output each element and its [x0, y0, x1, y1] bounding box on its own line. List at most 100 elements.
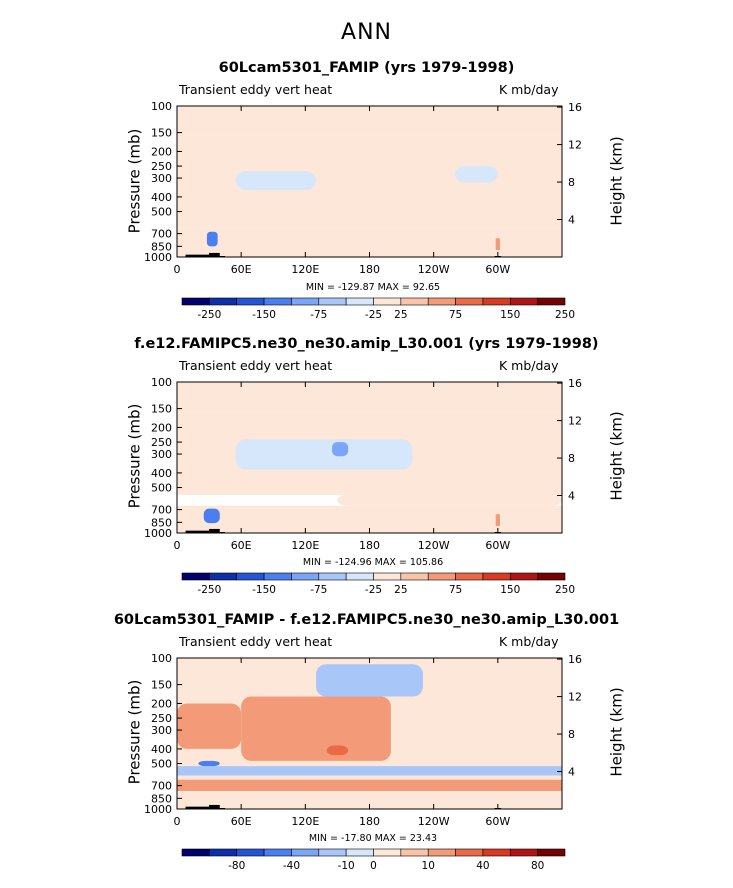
colorbar-box — [345, 848, 374, 857]
colorbar-box — [400, 297, 429, 306]
colorbar-box — [455, 848, 484, 857]
colorbar-box — [482, 848, 511, 857]
topography — [209, 804, 220, 809]
panel-subtitle-right: K mb/day — [499, 634, 559, 649]
y-tick-label: 850 — [151, 792, 172, 805]
colorbar-label: 75 — [449, 309, 462, 321]
contour-region — [177, 382, 562, 413]
colorbar-box — [509, 572, 538, 581]
x-tick-label: 120E — [291, 539, 319, 552]
y2-tick-label: 16 — [568, 377, 582, 390]
y-tick-label: 400 — [151, 467, 172, 480]
colorbar-box — [263, 297, 292, 306]
y-tick-label: 400 — [151, 191, 172, 204]
colorbar-box — [181, 297, 210, 306]
colorbar-box — [373, 572, 402, 581]
colorbar-box — [236, 297, 265, 306]
contour-region — [235, 439, 413, 470]
x-tick-label: 0 — [174, 263, 181, 276]
x-tick-label: 180 — [359, 263, 380, 276]
colorbar-box — [427, 848, 456, 857]
colorbar-box — [318, 848, 347, 857]
contour-region — [241, 696, 391, 761]
contour-region — [198, 760, 220, 767]
x-tick-label: 60E — [231, 815, 252, 828]
y2-tick-label: 4 — [568, 214, 575, 227]
x-tick-label: 120W — [418, 539, 450, 552]
colorbar-label: 250 — [555, 309, 575, 321]
y-tick-label: 850 — [151, 516, 172, 529]
panel-title: f.e12.FAMIPC5.ne30_ne30.amip_L30.001 (yr… — [134, 336, 599, 352]
y2-tick-label: 8 — [568, 176, 575, 189]
colorbar-label: -150 — [252, 309, 276, 321]
contour-region — [203, 508, 220, 524]
colorbar-label: -80 — [228, 860, 245, 872]
y-tick-label: 150 — [151, 403, 172, 416]
y-tick-label: 200 — [151, 421, 172, 434]
x-tick-label: 120E — [291, 263, 319, 276]
panel-title: 60Lcam5301_FAMIP (yrs 1979-1998) — [218, 60, 515, 76]
colorbar-box — [318, 572, 347, 581]
colorbar-label: 150 — [500, 584, 520, 596]
colorbar-label: 150 — [500, 309, 520, 321]
panel-subtitle-left: Transient eddy vert heat — [179, 634, 333, 649]
y-tick-label: 850 — [151, 240, 172, 253]
x-tick-label: 180 — [359, 539, 380, 552]
y2-tick-label: 12 — [568, 139, 582, 152]
y-tick-label: 200 — [151, 697, 172, 710]
y-tick-label: 150 — [151, 127, 172, 140]
x-tick-label: 120E — [291, 815, 319, 828]
contour-region — [495, 238, 500, 251]
y-tick-label: 700 — [151, 504, 172, 517]
y2-tick-label: 12 — [568, 691, 582, 704]
y-tick-label: 700 — [151, 780, 172, 793]
colorbar-box — [482, 572, 511, 581]
x-tick-label: 120W — [418, 815, 450, 828]
colorbar-label: 0 — [370, 860, 377, 872]
y-tick-label: 100 — [151, 652, 172, 665]
colorbar-box — [400, 572, 429, 581]
colorbar-box — [209, 848, 238, 857]
contour-region — [177, 779, 562, 792]
y-tick-label: 400 — [151, 743, 172, 756]
y-tick-label: 1000 — [144, 527, 172, 540]
y-tick-label: 250 — [151, 436, 172, 449]
y2-tick-label: 4 — [568, 490, 575, 503]
colorbar-label: 40 — [476, 860, 489, 872]
panel-subtitle-left: Transient eddy vert heat — [179, 358, 333, 373]
contour-region — [337, 494, 562, 506]
colorbar-box — [455, 572, 484, 581]
y-tick-label: 300 — [151, 448, 172, 461]
x-tick-label: 60E — [231, 539, 252, 552]
panel-title: 60Lcam5301_FAMIP - f.e12.FAMIPC5.ne30_ne… — [113, 612, 620, 628]
colorbar-box — [345, 297, 374, 306]
y-tick-label: 500 — [151, 206, 172, 219]
y2-tick-label: 8 — [568, 728, 575, 741]
contour-region — [235, 171, 317, 191]
colorbar-label: -25 — [365, 309, 382, 321]
y-tick-label: 1000 — [144, 803, 172, 816]
colorbar-label: -75 — [310, 309, 327, 321]
x-tick-label: 60E — [231, 263, 252, 276]
colorbar-label: 25 — [394, 309, 407, 321]
x-tick-label: 60W — [485, 263, 510, 276]
panel-subtitle-right: K mb/day — [499, 358, 559, 373]
x-tick-label: 0 — [174, 815, 181, 828]
contour-region — [495, 514, 500, 527]
colorbar-label: 75 — [449, 584, 462, 596]
colorbar-label: -25 — [365, 584, 382, 596]
contour-region — [326, 745, 349, 756]
colorbar-label: 80 — [531, 860, 544, 872]
colorbar-box — [400, 848, 429, 857]
colorbar-label: -75 — [310, 584, 327, 596]
y2-tick-label: 4 — [568, 766, 575, 779]
colorbar-label: -250 — [197, 309, 221, 321]
topography — [185, 530, 210, 533]
contour-region — [177, 703, 242, 749]
colorbar-box — [537, 297, 566, 306]
y2-tick-label: 12 — [568, 415, 582, 428]
colorbar-box — [209, 572, 238, 581]
contour-region — [316, 664, 423, 697]
colorbar-box — [373, 297, 402, 306]
contour-region — [455, 166, 498, 183]
